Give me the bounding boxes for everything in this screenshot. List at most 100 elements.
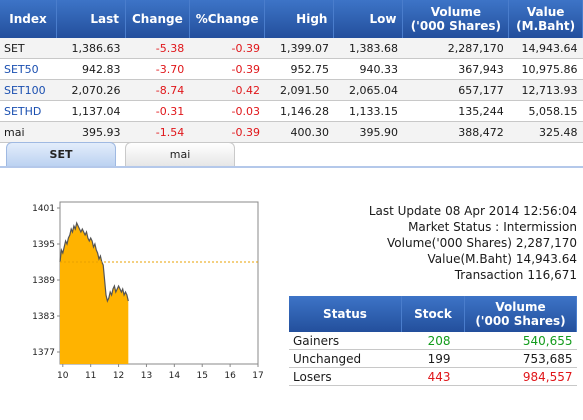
y-tick-label: 1395 bbox=[32, 240, 55, 250]
index-volume: 2,287,170 bbox=[402, 38, 509, 59]
index-volume: 367,943 bbox=[402, 58, 509, 80]
last-update: Last Update 08 Apr 2014 12:56:04 bbox=[277, 203, 577, 219]
index-table: Index Last Change %Change High Low Volum… bbox=[0, 0, 583, 143]
market-info: Last Update 08 Apr 2014 12:56:04 Market S… bbox=[277, 203, 577, 283]
index-pct-change: -0.03 bbox=[189, 100, 265, 122]
total-volume: Volume('000 Shares) 2,287,170 bbox=[277, 235, 577, 251]
market-status-label: Market Status : bbox=[408, 220, 500, 234]
col-high[interactable]: High bbox=[264, 0, 335, 38]
index-value: 5,058.15 bbox=[508, 100, 583, 122]
transaction-label: Transaction bbox=[454, 268, 524, 282]
col-breadth-volume: Volume ('000 Shares) bbox=[464, 296, 577, 332]
index-row-set100: SET100 2,070.26 -8.74 -0.42 2,091.50 2,0… bbox=[0, 79, 583, 101]
total-volume-value: 2,287,170 bbox=[515, 236, 577, 250]
index-last: 1,386.63 bbox=[56, 38, 126, 59]
status-label: Losers bbox=[289, 367, 402, 386]
index-pct-change: -0.39 bbox=[189, 121, 265, 143]
market-status-value: Intermission bbox=[503, 220, 577, 234]
status-label: Unchanged bbox=[289, 349, 402, 368]
col-status: Status bbox=[289, 296, 402, 332]
price-area bbox=[60, 223, 129, 364]
last-update-value: 08 Apr 2014 12:56:04 bbox=[445, 204, 577, 218]
col-index[interactable]: Index bbox=[0, 0, 57, 38]
index-value: 12,713.93 bbox=[508, 79, 583, 101]
index-pct-change: -0.42 bbox=[189, 79, 265, 101]
index-row-set50: SET50 942.83 -3.70 -0.39 952.75 940.33 3… bbox=[0, 58, 583, 80]
index-value: 10,975.86 bbox=[508, 58, 583, 80]
index-name: mai bbox=[0, 121, 57, 143]
intraday-index-chart: 1401 1395 1389 1383 1377 10 11 12 13 14 15 16 17 bbox=[32, 201, 264, 381]
index-row-sethd: SETHD 1,137.04 -0.31 -0.03 1,146.28 1,13… bbox=[0, 100, 583, 122]
index-high: 1,399.07 bbox=[264, 38, 334, 59]
y-tick-label: 1383 bbox=[32, 312, 55, 322]
transaction-value: 116,671 bbox=[527, 268, 577, 282]
index-change: -1.54 bbox=[125, 121, 190, 143]
index-change: -8.74 bbox=[125, 79, 190, 101]
index-volume: 135,244 bbox=[402, 100, 509, 122]
col-pct-change[interactable]: %Change bbox=[189, 0, 266, 38]
col-last[interactable]: Last bbox=[56, 0, 126, 38]
x-tick-label: 17 bbox=[252, 371, 263, 381]
status-label: Gainers bbox=[289, 332, 402, 350]
market-tabs: SET mai bbox=[0, 142, 583, 168]
y-tick-label: 1401 bbox=[32, 204, 55, 214]
index-row-set: SET 1,386.63 -5.38 -0.39 1,399.07 1,383.… bbox=[0, 38, 583, 59]
last-update-label: Last Update bbox=[368, 204, 442, 218]
status-row-unchanged: Unchanged 199 753,685 bbox=[289, 349, 577, 368]
col-value[interactable]: Value (M.Baht) bbox=[508, 0, 583, 38]
x-tick-label: 10 bbox=[57, 371, 69, 381]
col-stock: Stock bbox=[401, 296, 465, 332]
index-change: -3.70 bbox=[125, 58, 190, 80]
index-low: 940.33 bbox=[333, 58, 403, 80]
market-breadth-table: Status Stock Volume ('000 Shares) Gainer… bbox=[289, 296, 577, 386]
index-name: SET bbox=[0, 38, 57, 59]
status-stock-count: 443 bbox=[401, 367, 465, 386]
col-low[interactable]: Low bbox=[333, 0, 404, 38]
x-tick-label: 11 bbox=[85, 371, 96, 381]
index-table-header: Index Last Change %Change High Low Volum… bbox=[0, 0, 583, 38]
x-tick-label: 12 bbox=[113, 371, 124, 381]
index-name-link[interactable]: SETHD bbox=[0, 100, 57, 122]
index-pct-change: -0.39 bbox=[189, 38, 265, 59]
index-change: -5.38 bbox=[125, 38, 190, 59]
total-value: Value(M.Baht) 14,943.64 bbox=[277, 251, 577, 267]
index-last: 1,137.04 bbox=[56, 100, 126, 122]
tab-set[interactable]: SET bbox=[6, 142, 116, 166]
index-pct-change: -0.39 bbox=[189, 58, 265, 80]
status-row-losers: Losers 443 984,557 bbox=[289, 367, 577, 386]
index-row-mai: mai 395.93 -1.54 -0.39 400.30 395.90 388… bbox=[0, 121, 583, 143]
status-volume: 984,557 bbox=[464, 367, 577, 386]
index-high: 952.75 bbox=[264, 58, 334, 80]
index-volume: 657,177 bbox=[402, 79, 509, 101]
market-status: Market Status : Intermission bbox=[277, 219, 577, 235]
index-value: 325.48 bbox=[508, 121, 583, 143]
y-tick-label: 1377 bbox=[32, 348, 55, 358]
index-name-link[interactable]: SET50 bbox=[0, 58, 57, 80]
index-value: 14,943.64 bbox=[508, 38, 583, 59]
x-tick-label: 13 bbox=[141, 371, 152, 381]
index-change: -0.31 bbox=[125, 100, 190, 122]
status-table-header: Status Stock Volume ('000 Shares) bbox=[289, 296, 577, 332]
col-volume[interactable]: Volume ('000 Shares) bbox=[402, 0, 510, 38]
index-low: 1,133.15 bbox=[333, 100, 403, 122]
index-low: 1,383.68 bbox=[333, 38, 403, 59]
status-volume: 540,655 bbox=[464, 332, 577, 350]
y-tick-label: 1389 bbox=[32, 276, 55, 286]
x-tick-label: 16 bbox=[224, 371, 236, 381]
total-value-value: 14,943.64 bbox=[515, 252, 577, 266]
status-stock-count: 199 bbox=[401, 349, 465, 368]
index-low: 2,065.04 bbox=[333, 79, 403, 101]
total-value-label: Value(M.Baht) bbox=[427, 252, 512, 266]
transaction-count: Transaction 116,671 bbox=[277, 267, 577, 283]
price-line bbox=[59, 221, 129, 303]
index-high: 1,146.28 bbox=[264, 100, 334, 122]
index-last: 395.93 bbox=[56, 121, 126, 143]
index-volume: 388,472 bbox=[402, 121, 509, 143]
total-volume-label: Volume('000 Shares) bbox=[387, 236, 512, 250]
index-high: 400.30 bbox=[264, 121, 334, 143]
status-volume: 753,685 bbox=[464, 349, 577, 368]
col-change[interactable]: Change bbox=[125, 0, 190, 38]
index-high: 2,091.50 bbox=[264, 79, 334, 101]
index-name-link[interactable]: SET100 bbox=[0, 79, 57, 101]
tab-mai[interactable]: mai bbox=[125, 142, 235, 166]
